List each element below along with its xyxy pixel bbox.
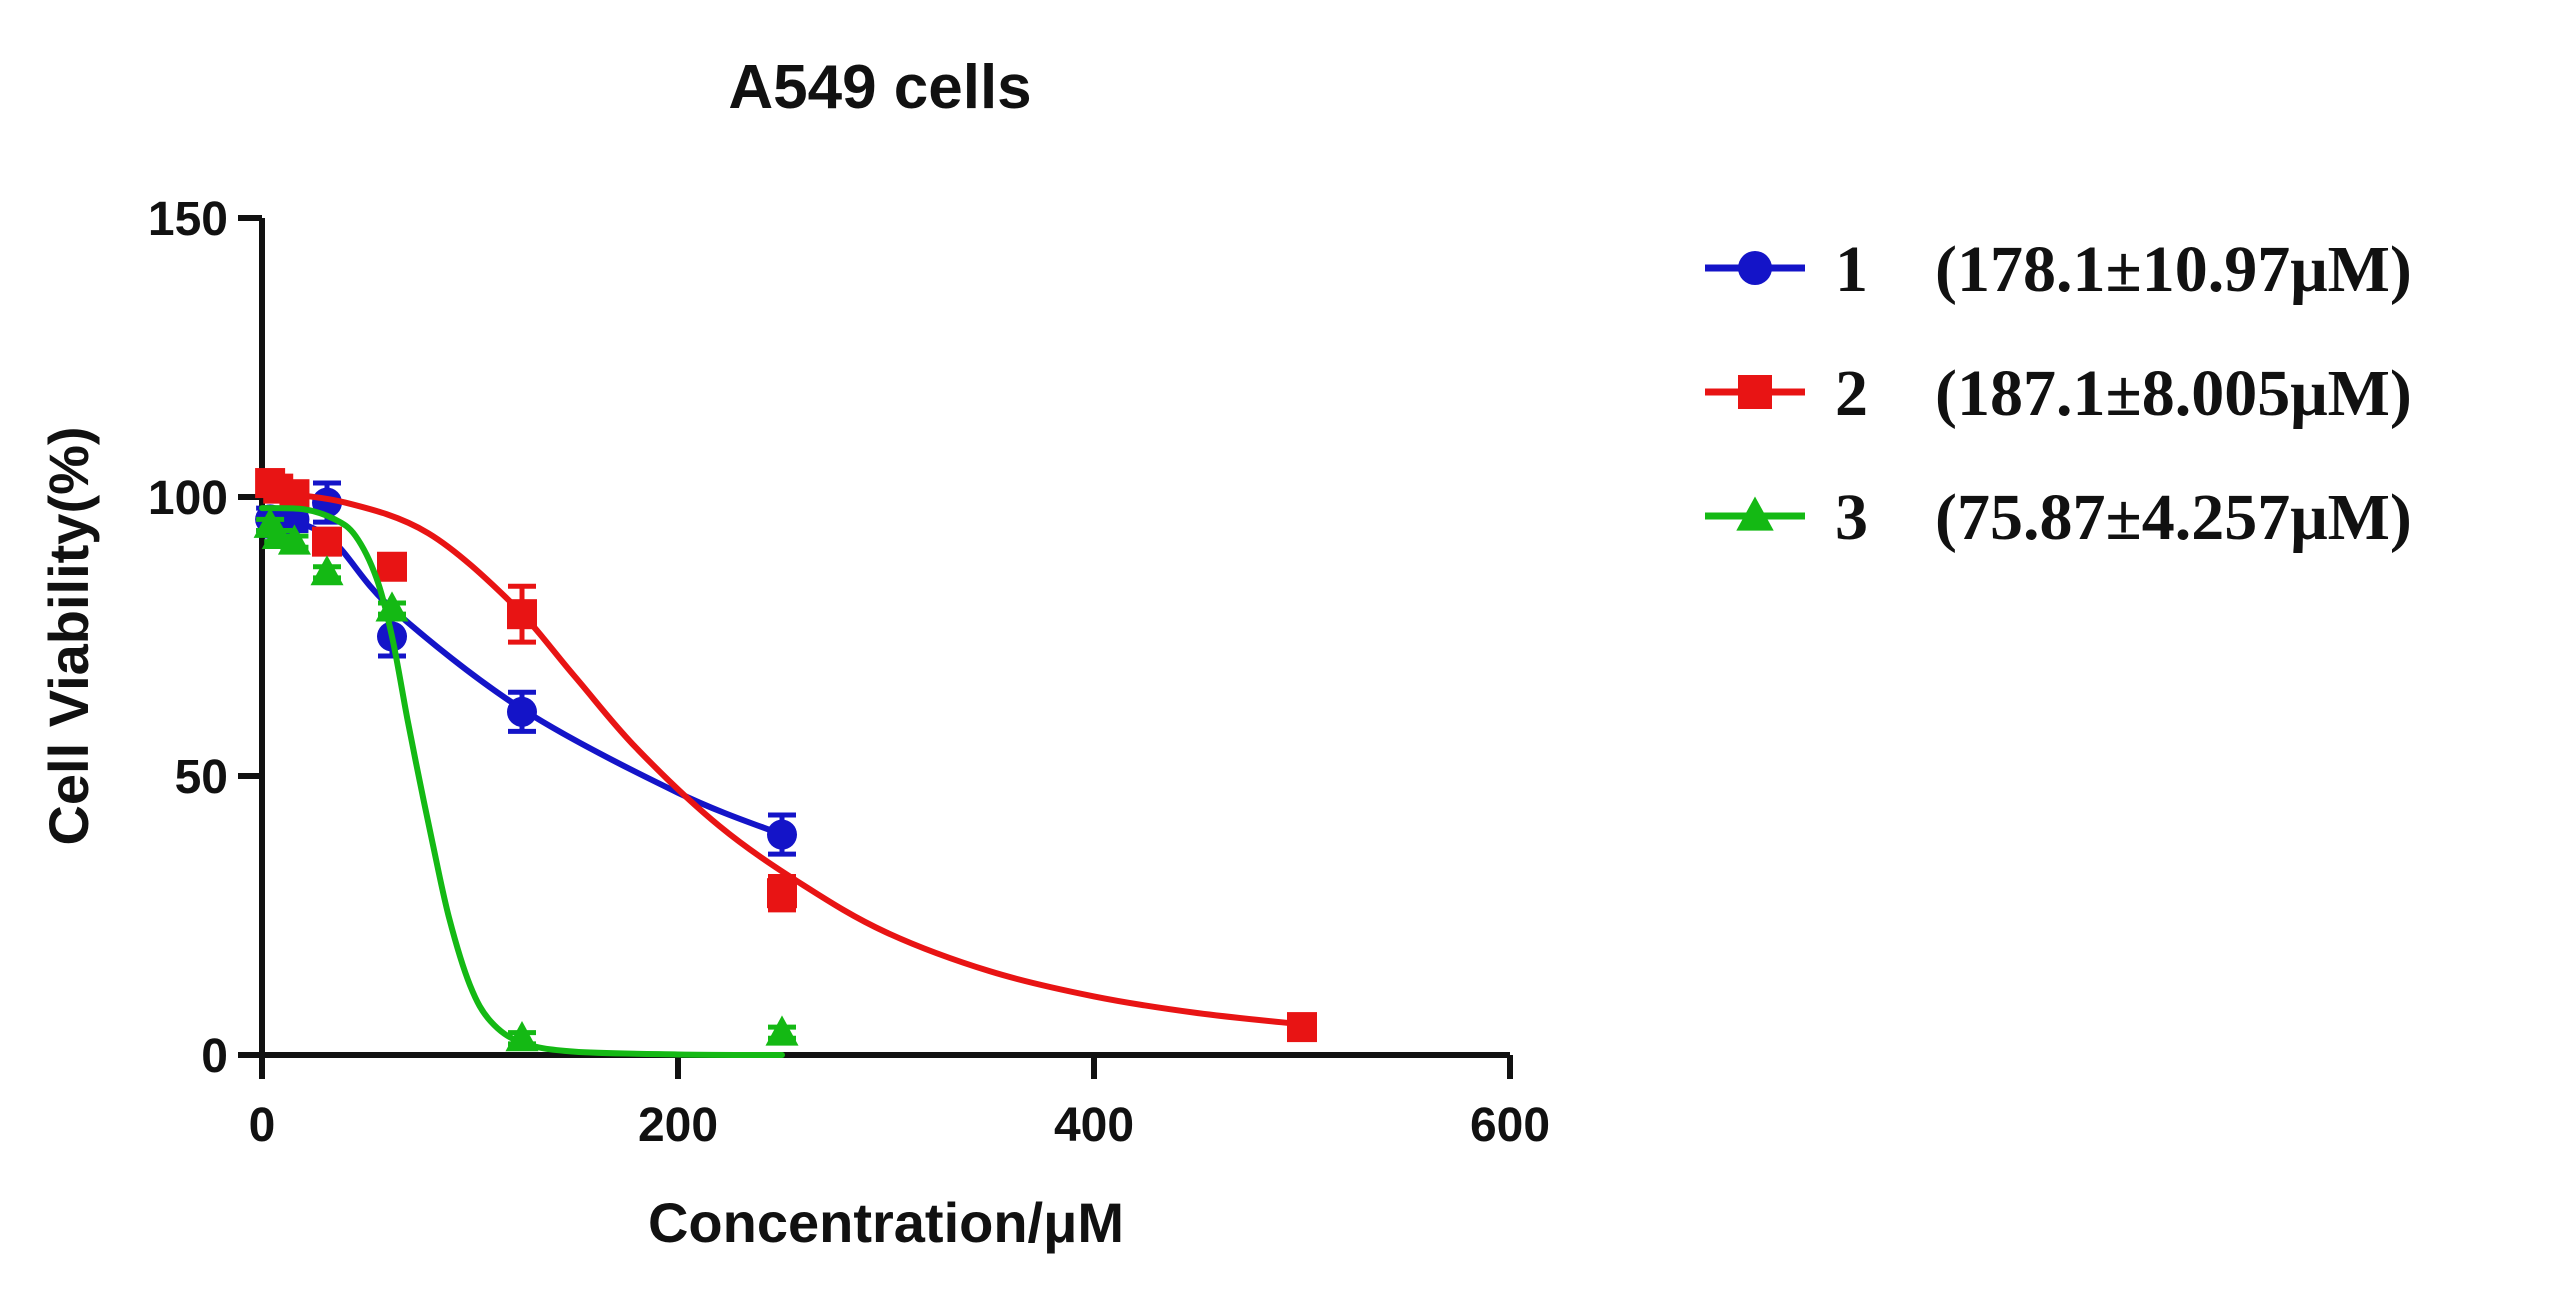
data-point (767, 878, 797, 909)
x-tick-label: 600 (1470, 1099, 1550, 1152)
x-axis-label: Concentration/μM (648, 1191, 1124, 1254)
y-tick-label: 0 (201, 1030, 228, 1083)
series-2 (255, 468, 1317, 1043)
legend-series-name: 2 (1835, 357, 1868, 430)
legend-series-name: 3 (1835, 481, 1868, 554)
data-point (767, 819, 797, 850)
x-tick-label: 200 (638, 1099, 718, 1152)
y-axis-label: Cell Viability(%) (37, 426, 100, 845)
legend-ic50-label: (75.87±4.257μM) (1935, 481, 2412, 554)
x-tick-label: 400 (1054, 1099, 1134, 1152)
legend-series-name: 1 (1835, 233, 1868, 306)
data-point (507, 599, 537, 630)
data-point (1287, 1012, 1317, 1043)
legend-item-2: 2 (187.1±8.005μM) (1705, 357, 2412, 430)
fit-curve-2 (259, 488, 1305, 1028)
y-tick-label: 50 (175, 751, 228, 804)
legend: 1 (178.1±10.97μM) 2 (187.1±8.005μM) 3 (75.87±… (1705, 233, 2412, 554)
data-point (375, 591, 409, 622)
legend-ic50-label: (178.1±10.97μM) (1935, 233, 2412, 306)
chart-title: A549 cells (728, 53, 1031, 122)
legend-ic50-label: (187.1±8.005μM) (1935, 357, 2412, 430)
x-tick-label: 0 (249, 1099, 276, 1152)
fit-curve-3 (259, 505, 785, 1058)
data-point (310, 555, 344, 586)
data-point (507, 696, 537, 727)
data-point (312, 526, 342, 557)
legend-marker (1738, 375, 1772, 409)
series-3 (253, 505, 799, 1058)
data-point (505, 1021, 539, 1052)
plot-series (253, 468, 1317, 1058)
y-tick-label: 100 (148, 472, 228, 525)
axes: 0 50 100 150 0 200 400 600 (148, 193, 1550, 1152)
data-point (279, 479, 310, 510)
legend-item-1: 1 (178.1±10.97μM) (1705, 233, 2412, 306)
legend-marker (1738, 251, 1772, 285)
data-point (277, 524, 311, 555)
y-tick-label: 150 (148, 193, 228, 246)
legend-marker (1736, 496, 1774, 531)
y-ticks: 0 50 100 150 (148, 193, 262, 1083)
legend-item-3: 3 (75.87±4.257μM) (1705, 481, 2412, 554)
x-ticks: 0 200 400 600 (249, 1055, 1550, 1152)
fit-curve-1 (259, 510, 785, 838)
data-point (765, 1015, 799, 1046)
data-point (377, 551, 407, 582)
